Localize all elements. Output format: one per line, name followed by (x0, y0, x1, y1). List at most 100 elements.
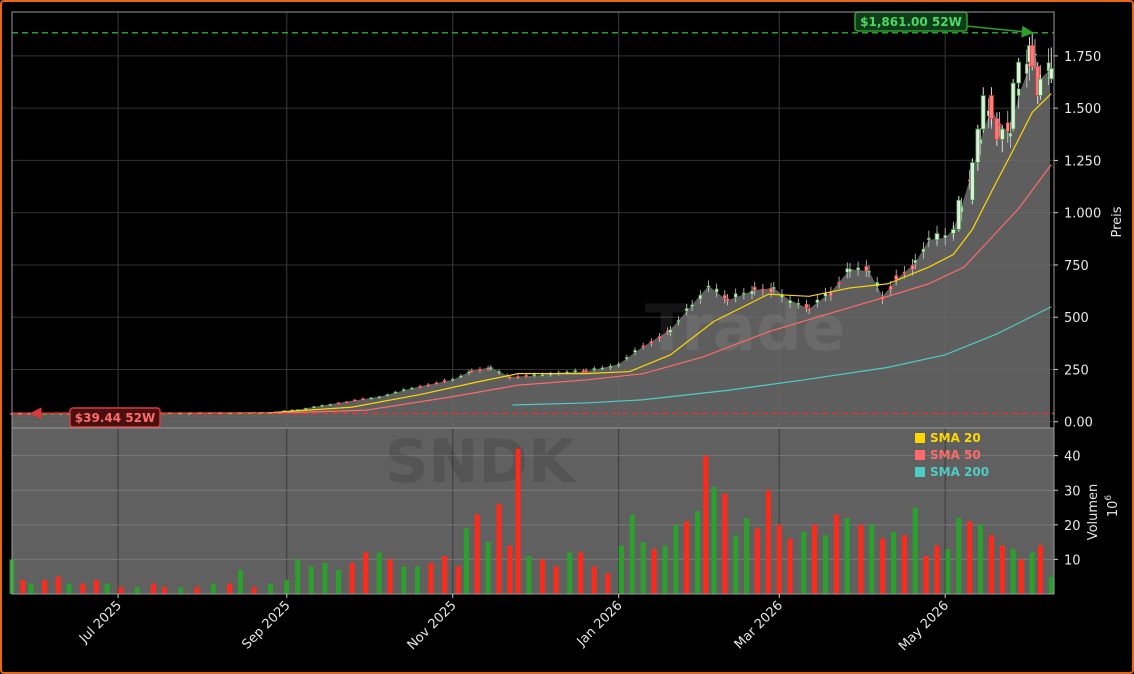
candle-body (1037, 78, 1043, 97)
candle-body (856, 267, 860, 271)
candle-body (508, 376, 512, 379)
candle-body (706, 285, 711, 288)
candle-body (888, 285, 893, 291)
volume-bar (485, 542, 491, 594)
volume-bar (295, 559, 301, 594)
volume-tick-label: 10 (1064, 553, 1081, 568)
volume-bar (567, 552, 573, 594)
volume-bar (134, 587, 140, 594)
candle-body (625, 357, 629, 360)
volume-bar (869, 524, 875, 594)
volume-bar (722, 493, 728, 594)
volume-bar (93, 580, 99, 594)
volume-bar (267, 583, 273, 594)
volume-bar (812, 524, 818, 594)
candle-body (969, 162, 975, 201)
volume-unit-label: 106 (1104, 495, 1121, 518)
legend-label: SMA 200 (930, 465, 989, 479)
volume-bar (284, 580, 290, 594)
price-axis-label: Preis (1110, 206, 1125, 237)
volume-bar (591, 566, 597, 594)
candle-body (934, 233, 940, 241)
volume-bar (515, 448, 521, 594)
volume-bar (474, 514, 480, 594)
volume-bar (629, 514, 635, 594)
candle-body (902, 271, 907, 274)
volume-bar (150, 583, 156, 594)
candle-body (1008, 132, 1013, 137)
candle-body (788, 300, 792, 304)
candle-body (573, 370, 577, 373)
price-tick-label: 750 (1064, 259, 1089, 274)
candle-body (864, 266, 869, 272)
candle-body (690, 304, 694, 307)
volume-bar (42, 580, 48, 594)
candle-body (668, 329, 673, 333)
volume-bar (956, 517, 962, 594)
volume-bar (733, 535, 739, 594)
volume-bar (754, 528, 760, 594)
candle-body (698, 294, 703, 300)
candle-body (469, 370, 474, 373)
low-52w-label: $39.44 52W (75, 411, 155, 425)
volume-bar (463, 528, 469, 594)
candle-body (950, 229, 956, 234)
volume-bar (880, 538, 886, 594)
candle-body (910, 264, 915, 270)
volume-bar (765, 490, 771, 594)
volume-bar (376, 552, 382, 594)
volume-bar (684, 521, 690, 594)
volume-bar (844, 517, 850, 594)
candle-body (516, 376, 520, 379)
candle-body (524, 375, 528, 378)
price-tick-label: 1.000 (1064, 207, 1101, 222)
volume-bar (55, 576, 61, 594)
candle-body (418, 385, 422, 388)
candle-body (999, 128, 1005, 140)
volume-bar (1029, 552, 1035, 594)
volume-unit-exponent: 6 (1104, 495, 1114, 501)
volume-bar (80, 583, 86, 594)
volume-bar (238, 569, 244, 594)
low-52w-label-box (69, 407, 161, 428)
candle-body (1005, 122, 1010, 132)
volume-bar (1010, 549, 1016, 594)
brand-watermark: Trade (645, 292, 846, 366)
candle-body (657, 336, 662, 339)
close-area (12, 53, 1052, 428)
candle-body (352, 399, 357, 402)
volume-bar (912, 507, 918, 594)
legend-swatch (915, 450, 925, 460)
volume-bar (578, 552, 584, 594)
candle-body (532, 374, 537, 377)
candle-body (723, 295, 727, 299)
volume-bar (890, 531, 896, 594)
ticker-watermark: SNDK (385, 427, 577, 497)
candle-body (600, 367, 605, 370)
volume-bar (945, 549, 951, 594)
candle-body (1024, 63, 1029, 74)
candle-body (804, 303, 809, 308)
volume-bar (118, 587, 124, 594)
legend-swatch (915, 433, 925, 443)
sma-line-sma-50 (12, 164, 1052, 414)
candle-body (377, 396, 382, 399)
candle-body (592, 368, 597, 371)
volume-axis-label: Volumen (1086, 484, 1101, 541)
price-tick-label: 250 (1064, 363, 1089, 378)
candle-body (336, 402, 341, 405)
candle-body (459, 375, 463, 378)
volume-bar (1048, 576, 1054, 594)
volume-bar (28, 583, 34, 594)
volume-bar (822, 535, 828, 594)
candle-body (478, 368, 482, 371)
legend-swatch (915, 467, 925, 477)
candle-body (393, 391, 398, 394)
volume-bar (967, 521, 973, 594)
volume-bar (923, 555, 929, 594)
price-tick-label: 500 (1064, 311, 1089, 326)
candle-body (1016, 88, 1021, 96)
legend-label: SMA 20 (930, 431, 981, 445)
sma-line-sma-200 (512, 306, 1052, 406)
volume-bar (335, 569, 341, 594)
